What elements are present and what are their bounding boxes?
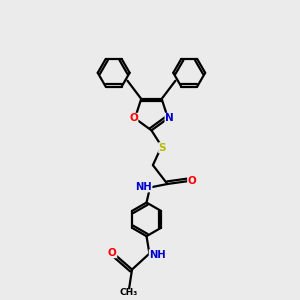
- Text: O: O: [129, 113, 138, 123]
- Text: NH: NH: [149, 250, 166, 260]
- Text: O: O: [188, 176, 197, 185]
- Text: NH: NH: [135, 182, 152, 192]
- Text: S: S: [159, 143, 166, 153]
- Text: N: N: [165, 113, 174, 123]
- Text: CH₃: CH₃: [120, 288, 138, 297]
- Text: O: O: [108, 248, 117, 258]
